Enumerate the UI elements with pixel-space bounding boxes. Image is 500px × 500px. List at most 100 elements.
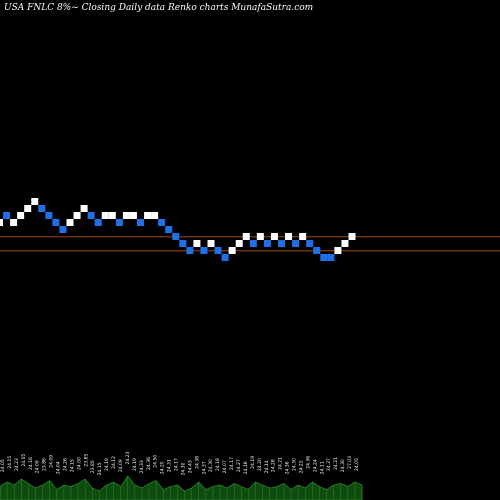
volume-label-14: 24.15 (97, 462, 103, 475)
volume-label-28: 24.38 (194, 456, 200, 469)
volume-label-51: 24.05 (354, 458, 360, 471)
volume-label-2: 24.23 (14, 458, 20, 471)
up-brick-50 (348, 233, 356, 240)
up-brick-21 (144, 212, 152, 219)
down-brick-42 (292, 240, 300, 247)
down-brick-17 (115, 219, 123, 226)
volume-label-48: 24.21 (333, 457, 339, 470)
down-brick-7 (45, 212, 53, 219)
up-brick-37 (256, 233, 264, 240)
up-brick-0 (0, 219, 3, 226)
up-brick-11 (73, 212, 81, 219)
volume-label-39: 24.28 (271, 459, 277, 472)
down-brick-13 (87, 212, 95, 219)
up-brick-41 (285, 233, 293, 240)
volume-label-47: 24.27 (326, 458, 332, 471)
volume-label-5: 24.09 (35, 460, 41, 473)
volume-label-35: 24.16 (243, 461, 249, 474)
volume-label-43: 24.22 (299, 460, 305, 473)
volume-label-15: 24.19 (104, 458, 110, 471)
down-brick-38 (263, 240, 271, 247)
up-brick-48 (334, 247, 342, 254)
down-brick-46 (320, 254, 328, 261)
up-brick-2 (10, 219, 18, 226)
up-brick-5 (31, 198, 39, 205)
down-brick-45 (313, 247, 321, 254)
volume-label-13: 23.85 (90, 460, 96, 473)
volume-label-42: 24.30 (292, 458, 298, 471)
volume-label-1: 24.15 (7, 456, 13, 469)
up-brick-10 (66, 219, 74, 226)
up-brick-43 (299, 233, 307, 240)
volume-label-17: 24.09 (118, 459, 124, 472)
reference-lines (0, 236, 500, 252)
up-brick-3 (17, 212, 25, 219)
down-brick-31 (214, 247, 222, 254)
volume-label-33: 24.17 (229, 457, 235, 470)
volume-panel (0, 475, 363, 500)
down-brick-47 (327, 254, 335, 261)
volume-label-23: 24.20 (160, 461, 166, 474)
down-brick-14 (94, 219, 102, 226)
volume-label-19: 24.19 (132, 458, 138, 471)
volume-label-34: 24.27 (236, 459, 242, 472)
volume-label-16: 24.12 (111, 456, 117, 469)
volume-label-22: 24.50 (153, 455, 159, 468)
volume-label-4: 24.16 (28, 457, 34, 470)
volume-label-8: 24.04 (56, 461, 62, 474)
down-brick-23 (158, 219, 166, 226)
volume-label-3: 24.05 (21, 454, 27, 467)
down-brick-25 (172, 233, 180, 240)
up-brick-30 (207, 240, 215, 247)
volume-label-41: 24.36 (285, 461, 291, 474)
volume-label-32: 24.07 (222, 460, 228, 473)
down-brick-24 (165, 226, 173, 233)
renko-bricks (0, 198, 356, 261)
volume-label-21: 24.36 (146, 457, 152, 470)
volume-label-24: 24.31 (167, 459, 173, 472)
volume-label-29: 24.37 (201, 461, 207, 474)
volume-label-37: 24.20 (257, 458, 263, 471)
up-brick-12 (80, 205, 88, 212)
volume-label-0: 24.05 (0, 459, 6, 472)
down-brick-8 (52, 219, 60, 226)
volume-label-12: 23.85 (83, 454, 89, 467)
volume-area (0, 475, 363, 500)
up-brick-19 (129, 212, 137, 219)
down-brick-44 (306, 240, 314, 247)
volume-labels: 24.05 24.15 24.23 24.05 24.16 24.09 23.86 24.09… (0, 451, 360, 475)
down-brick-40 (278, 240, 285, 247)
volume-label-45: 24.24 (312, 459, 318, 472)
volume-label-9: 24.26 (63, 458, 69, 471)
up-brick-18 (122, 212, 130, 219)
volume-label-20: 24.33 (139, 460, 145, 473)
volume-label-50: 27.03 (347, 456, 353, 469)
volume-label-26: 24.30 (181, 462, 187, 475)
volume-label-6: 23.86 (42, 458, 48, 471)
volume-label-27: 24.43 (187, 460, 193, 473)
up-brick-28 (193, 240, 201, 247)
chart-caption: USA FNLC 8%~ Closing Daily data Renko ch… (4, 3, 313, 13)
up-brick-4 (24, 205, 32, 212)
down-brick-27 (186, 247, 194, 254)
volume-label-31: 24.18 (215, 458, 221, 471)
down-brick-36 (249, 240, 257, 247)
up-brick-22 (151, 212, 159, 219)
down-brick-20 (137, 219, 144, 226)
volume-label-46: 24.11 (319, 461, 325, 474)
up-brick-49 (341, 240, 349, 247)
volume-label-38: 24.14 (264, 460, 270, 473)
down-brick-32 (221, 254, 229, 261)
down-brick-29 (200, 247, 208, 254)
volume-label-49: 24.30 (340, 459, 346, 472)
volume-label-30: 24.30 (208, 459, 214, 472)
up-brick-39 (270, 233, 278, 240)
volume-label-36: 24.19 (250, 456, 256, 469)
volume-label-25: 24.17 (174, 458, 180, 471)
volume-label-7: 24.09 (49, 455, 55, 468)
down-brick-26 (179, 240, 187, 247)
up-brick-15 (101, 212, 109, 219)
up-brick-33 (228, 247, 236, 254)
up-brick-16 (108, 212, 116, 219)
